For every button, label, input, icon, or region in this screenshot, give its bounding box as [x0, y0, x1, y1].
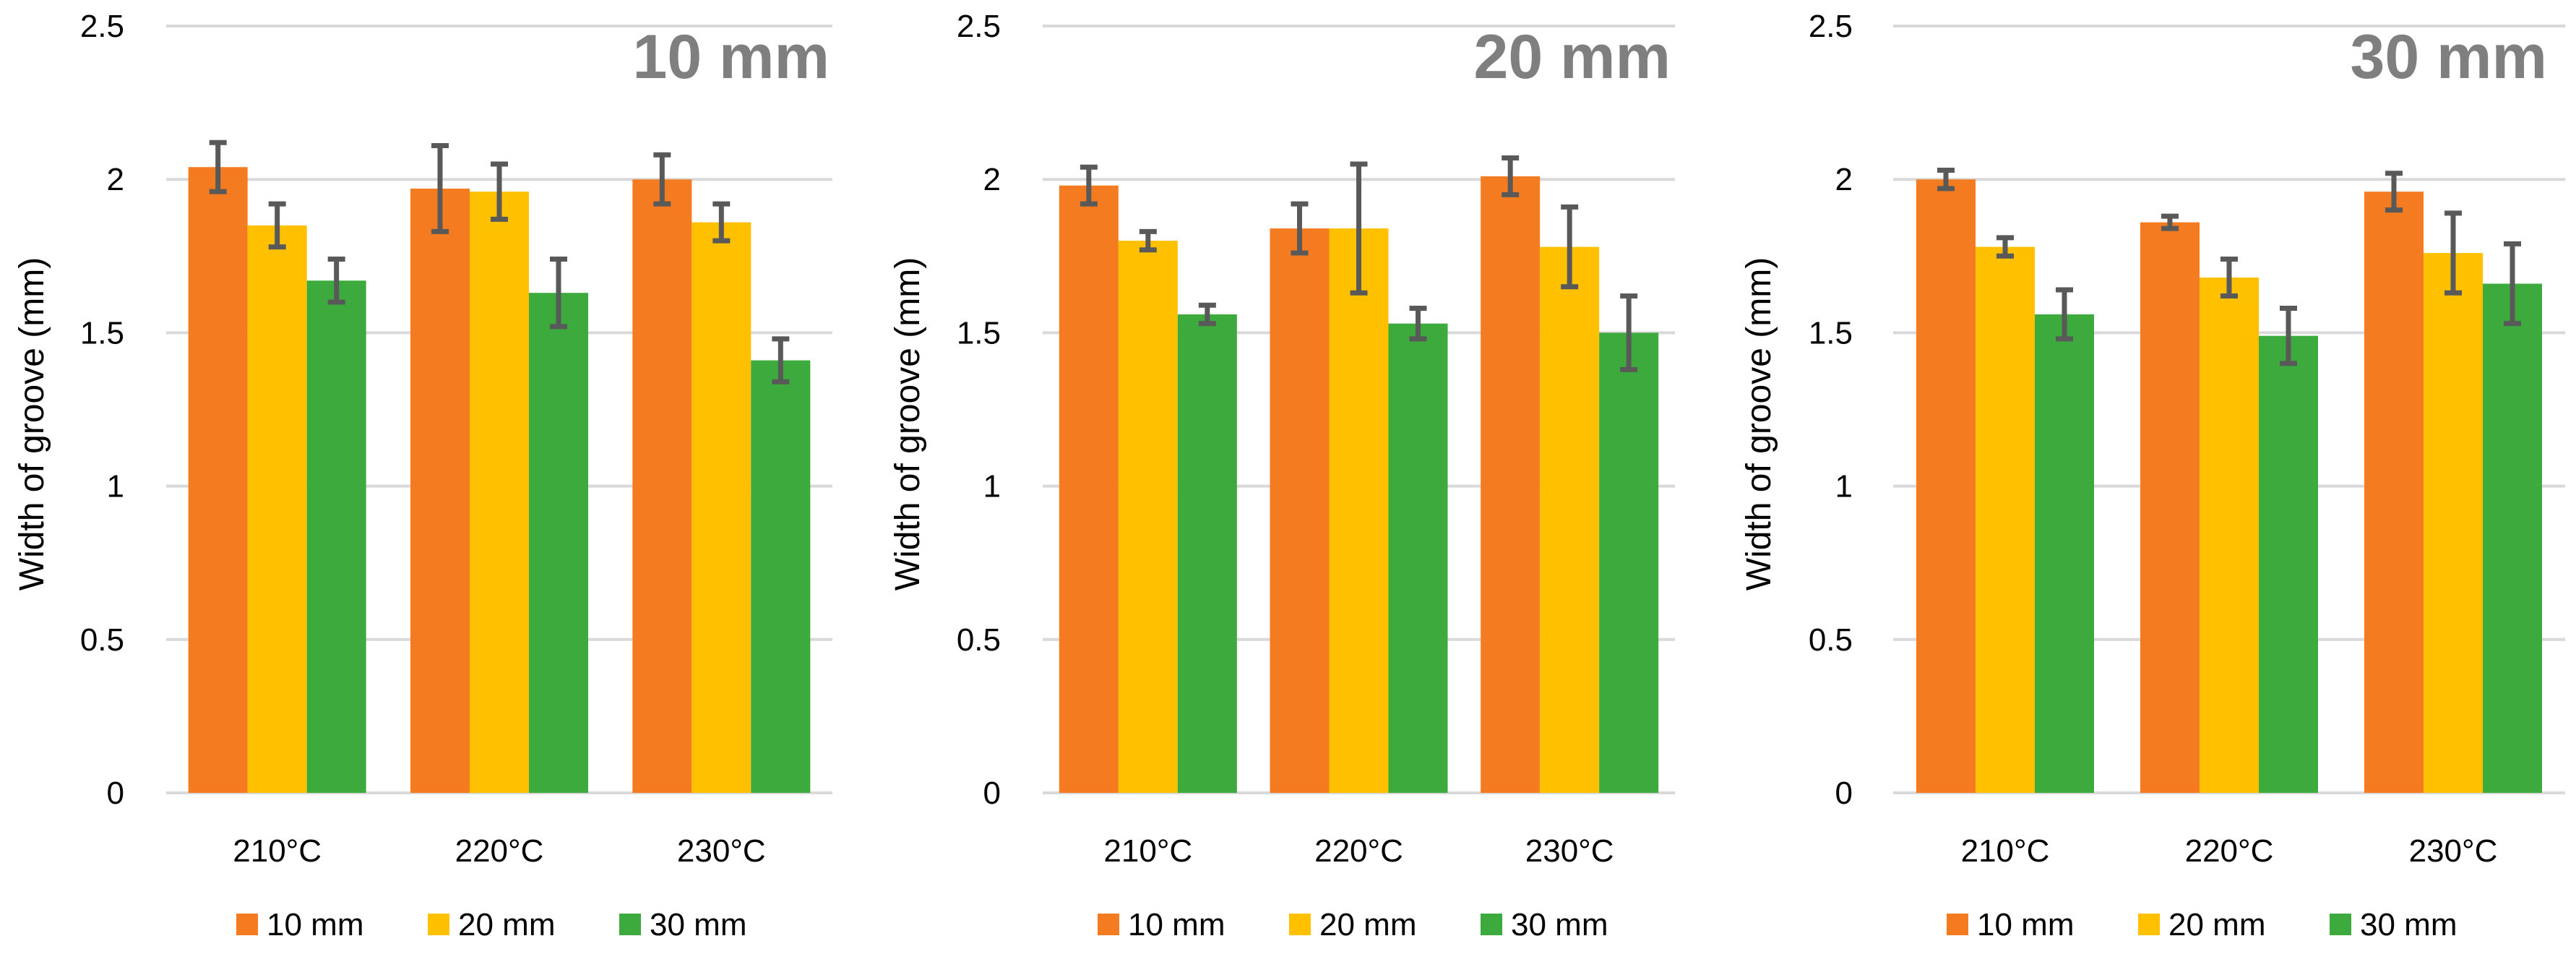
panel-title: 20 mm: [1474, 22, 1671, 92]
y-tick-label: 0.5: [80, 622, 124, 658]
panel-title: 30 mm: [2351, 22, 2548, 92]
y-tick-label: 1: [983, 469, 1001, 504]
bar: [1540, 246, 1600, 793]
legend-label: 10 mm: [1128, 907, 1225, 942]
legend-swatch: [1481, 914, 1502, 935]
legend-label: 30 mm: [1511, 907, 1608, 942]
bar: [2259, 335, 2318, 793]
panel-title: 10 mm: [633, 22, 830, 92]
legend-swatch: [236, 914, 258, 935]
y-tick-label: 2: [983, 162, 1001, 197]
legend-swatch: [1947, 914, 1968, 935]
x-tick-label: 230°C: [677, 833, 766, 869]
legend-label: 20 mm: [458, 907, 555, 942]
x-tick-label: 210°C: [1961, 833, 2050, 869]
chart-panel-3: 0 0.5 1 1.5 2 2.5 30 mm Width of groove (mm) 210…: [1740, 9, 2565, 942]
y-axis-label: Width of groove (mm): [889, 257, 927, 590]
y-tick-label: 2: [1835, 162, 1853, 197]
bar: [1270, 228, 1330, 793]
legend-label: 10 mm: [1977, 907, 2074, 942]
y-tick-label: 0: [1835, 776, 1853, 811]
x-tick-label: 230°C: [2409, 833, 2498, 869]
x-tick-label: 220°C: [2185, 833, 2274, 869]
legend-label: 30 mm: [650, 907, 746, 942]
bar: [1388, 323, 1448, 794]
legend-swatch: [428, 914, 449, 935]
y-axis-label: Width of groove (mm): [1740, 257, 1778, 590]
bar: [1059, 185, 1119, 793]
y-tick-label: 0: [107, 776, 124, 811]
bar: [1329, 228, 1389, 793]
legend-swatch: [2330, 914, 2351, 935]
legend-swatch: [1289, 914, 1311, 935]
y-tick-label: 0: [983, 776, 1001, 811]
legend-swatch: [2138, 914, 2160, 935]
bar: [632, 179, 692, 793]
x-tick-label: 230°C: [1525, 833, 1614, 869]
bar: [470, 192, 529, 793]
x-tick-label: 220°C: [1314, 833, 1403, 869]
y-tick-label: 1.5: [80, 315, 124, 351]
bar: [1177, 314, 1237, 793]
bar: [751, 360, 811, 793]
bar: [1481, 176, 1541, 793]
bar: [410, 188, 470, 793]
y-tick-label: 1.5: [1809, 315, 1853, 351]
legend-label: 20 mm: [1319, 907, 1416, 942]
legend-swatch: [1098, 914, 1119, 935]
y-tick-label: 0.5: [1809, 622, 1853, 658]
chart-panel-1: 0 0.5 1 1.5 2 2.5 10 mm Width of groove (mm) 210…: [13, 9, 832, 942]
bar: [1118, 241, 1178, 794]
y-tick-label: 2.5: [80, 9, 124, 44]
y-tick-label: 2.5: [1809, 9, 1853, 44]
bar: [2424, 253, 2483, 793]
bar: [1599, 332, 1659, 793]
bar: [2364, 192, 2424, 793]
bar: [2200, 278, 2259, 793]
y-tick-label: 1.5: [957, 315, 1001, 351]
bar: [2140, 222, 2200, 794]
bar: [1916, 179, 1976, 793]
bar: [188, 167, 248, 793]
y-tick-label: 0.5: [957, 622, 1001, 658]
legend-swatch: [619, 914, 641, 935]
chart-panel-2: 0 0.5 1 1.5 2 2.5 20 mm Width of groove (mm) 210…: [889, 9, 1675, 942]
x-tick-label: 210°C: [1103, 833, 1192, 869]
x-tick-label: 220°C: [455, 833, 544, 869]
y-tick-label: 2.5: [957, 9, 1001, 44]
bar: [247, 225, 307, 793]
legend-label: 10 mm: [267, 907, 363, 942]
bar: [529, 293, 588, 793]
y-axis-label: Width of groove (mm): [13, 257, 51, 590]
y-tick-label: 1: [107, 469, 124, 504]
x-tick-label: 210°C: [233, 833, 322, 869]
bar: [1976, 246, 2035, 793]
bar: [692, 222, 751, 794]
legend-label: 20 mm: [2168, 907, 2265, 942]
bar: [306, 280, 366, 793]
bar: [2035, 314, 2094, 793]
y-tick-label: 1: [1835, 469, 1853, 504]
bar: [2483, 283, 2542, 794]
legend-label: 30 mm: [2360, 907, 2457, 942]
y-tick-label: 2: [107, 162, 124, 197]
